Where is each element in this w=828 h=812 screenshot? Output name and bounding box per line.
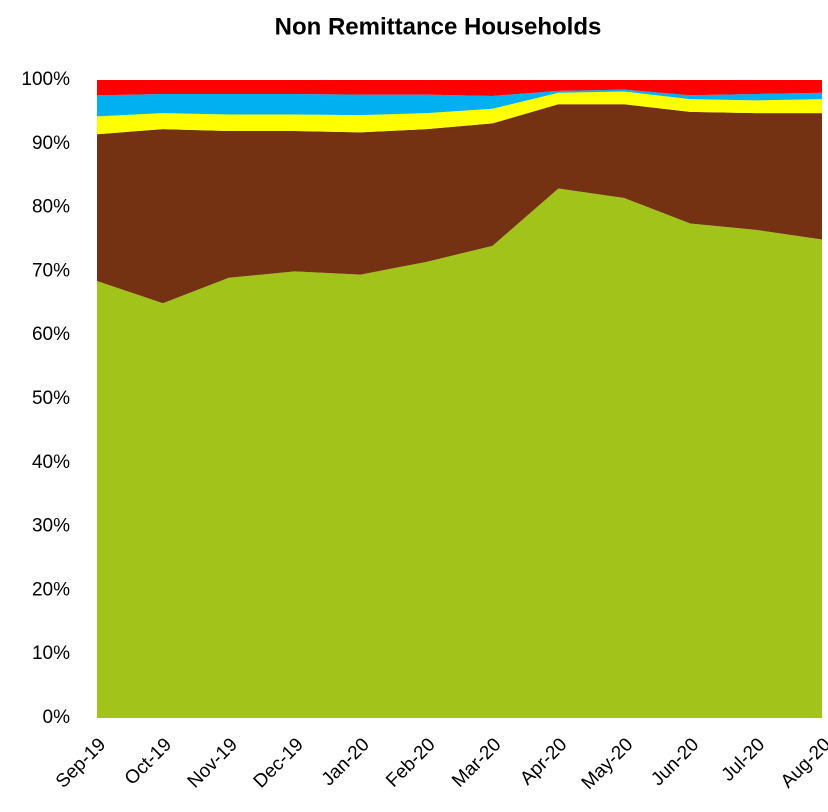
x-tick-label: Sep-19 xyxy=(52,734,110,792)
y-tick-label: 70% xyxy=(32,260,70,281)
y-tick-label: 20% xyxy=(32,579,70,600)
x-tick-label: Aug-20 xyxy=(777,734,828,792)
area xyxy=(97,104,822,304)
area xyxy=(97,188,822,718)
y-tick-label: 60% xyxy=(32,324,70,345)
x-tick-label: Dec-19 xyxy=(250,734,308,792)
y-tick-label: 0% xyxy=(43,707,71,728)
y-tick-label: 30% xyxy=(32,516,70,537)
x-tick-label: Jul-20 xyxy=(718,734,769,785)
x-tick-label: Feb-20 xyxy=(382,734,439,791)
x-tick-label: Jun-20 xyxy=(647,734,703,790)
x-tick-label: Mar-20 xyxy=(448,734,505,791)
area xyxy=(97,91,822,135)
x-tick-label: Oct-19 xyxy=(121,734,176,789)
x-tick-label: Apr-20 xyxy=(516,734,571,789)
x-tick-label: May-20 xyxy=(578,734,638,794)
x-tick-label: Nov-19 xyxy=(184,734,242,792)
x-tick-label: Jan-20 xyxy=(318,734,374,790)
y-tick-label: 90% xyxy=(32,133,70,154)
y-tick-label: 50% xyxy=(32,388,70,409)
area xyxy=(97,80,822,96)
y-tick-label: 80% xyxy=(32,197,70,218)
area xyxy=(97,89,822,117)
y-tick-label: 10% xyxy=(32,643,70,664)
y-tick-label: 100% xyxy=(21,69,70,90)
y-tick-label: 40% xyxy=(32,452,70,473)
chart-title: Non Remittance Households xyxy=(275,13,602,40)
